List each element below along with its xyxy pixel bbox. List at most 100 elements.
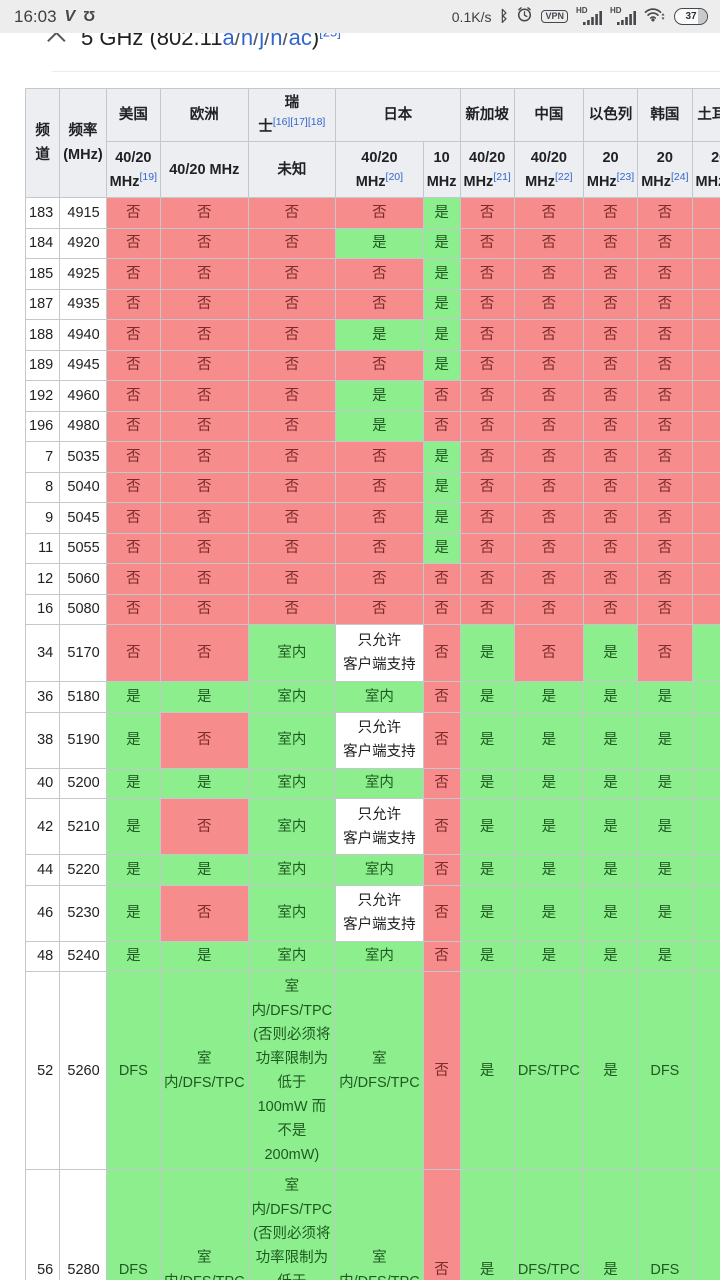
channel-cell: 46 [24,884,61,942]
table-cell: 否 [637,410,693,442]
table-cell: 否 [459,380,515,412]
table-cell: 是 [105,884,162,942]
table-row-channel-34: 34 5170 否否室内 只允许 客户端支持否是否是否 [24,624,720,682]
table-cell: 否 [459,502,515,534]
table-cell: 是 [513,798,584,855]
table-cell: 只允许 客户端支持 [335,711,424,769]
table-cell: 否 [335,502,424,534]
table-cell: 否 [422,563,461,595]
table-cell: 否 [335,471,424,503]
table-row-channel-196: 196 4980 否否否是否否否否否 [24,410,720,442]
table-cell: 否 [160,593,249,625]
table-cell: 否 [582,502,639,534]
table-cell: 是 [105,681,162,713]
table-cell: 室内 [247,798,337,855]
channel-cell: 188 [24,319,61,351]
table-cell: 是 [582,1169,639,1280]
standard-link-j[interactable]: j [259,25,265,50]
table-cell: 是 [637,884,693,942]
table-cell [691,767,720,799]
citation-ref[interactable]: [23] [616,170,635,183]
header-bandwidth-label: 未知 [277,161,307,178]
table-cell: 否 [513,532,584,564]
channel-cell: 9 [24,502,61,534]
frequency-cell: 5280 [59,1169,107,1280]
citation-ref[interactable]: [16][17][18] [272,116,326,129]
wlan-5ghz-channel-table: 频 道频率 (MHz) 美国 欧洲 瑞 士[16][17][18] 日本 新加坡 中国 以色列… [24,88,720,1280]
table-cell [691,441,720,473]
table-row-channel-183: 183 4915 否否否否是否否否否 [24,197,720,229]
table-cell: 否 [105,227,162,259]
frequency-cell: 4960 [59,380,107,412]
table-cell: 是 [459,711,515,769]
table-cell: 否 [105,532,162,564]
header-country: 土耳其 [691,88,720,142]
table-row-channel-189: 189 4945 否否否否是否否否否 [24,349,720,381]
table-cell: 否 [637,563,693,595]
table-cell: 是 [422,471,461,503]
table-row-channel-36: 36 5180 是是室内 室内否是是是是 [24,681,720,713]
header-bandwidth: 40/20 MHz[22] [513,141,584,198]
citation-ref[interactable]: [19] [139,170,157,183]
table-cell: 是 [335,380,424,412]
sim2-signal-icon: HD [610,7,636,26]
table-cell: 是 [582,767,639,799]
table-cell [691,319,720,351]
header-country-label: 以色列 [588,107,633,123]
table-cell: 否 [247,349,337,381]
table-cell: 是 [459,681,515,713]
table-cell: 室内 [335,854,424,886]
table-cell: 否 [422,884,461,942]
table-cell: 否 [513,288,584,320]
table-cell [691,854,720,886]
table-cell: 是 [160,940,249,972]
header-country-label: 韩国 [650,107,680,123]
channel-cell: 184 [24,227,61,259]
header-channel: 频 道 [24,88,61,198]
citation-ref[interactable]: [20] [385,170,404,183]
frequency-cell: 5045 [59,502,107,534]
table-cell: 是 [422,532,461,564]
collapse-chevron-icon[interactable] [47,31,66,50]
table-cell: 否 [247,502,337,534]
table-cell: 否 [459,593,515,625]
frequency-cell: 5200 [59,767,107,799]
table-cell: 否 [637,197,693,229]
table-cell: 否 [105,410,162,442]
frequency-cell: 5220 [59,854,107,886]
header-bandwidth: 40/20 MHz[20] [335,141,424,198]
header-bandwidth-label: 40/20 MHz [525,149,567,190]
table-cell: 是 [637,940,693,972]
table-cell: 否 [637,593,693,625]
table-cell: 只允许 客户端支持 [335,624,424,682]
header-bandwidth: 40/20 MHz[21] [459,141,515,198]
table-cell: 否 [160,380,249,412]
header-country-label: 瑞 士 [258,95,300,135]
table-container[interactable]: 频 道频率 (MHz) 美国 欧洲 瑞 士[16][17][18] 日本 新加坡 中国 以色列… [24,88,720,1280]
notification-app-icon: Ʊ [83,8,96,25]
table-cell: 是 [422,227,461,259]
citation-ref[interactable]: [21] [493,170,511,183]
table-cell: 室内 [247,624,337,682]
table-cell: 是 [422,502,461,534]
table-cell: 否 [160,197,249,229]
header-bandwidth: 20 MHz[23] [582,141,639,198]
table-cell: 否 [582,532,639,564]
table-cell: 否 [247,471,337,503]
citation-ref[interactable]: [24] [671,170,689,183]
table-cell: 否 [513,502,584,534]
table-cell: 否 [637,227,693,259]
citation-ref[interactable]: [22] [554,170,573,183]
table-cell: 室内 [335,940,424,972]
header-bandwidth-label: 20 MHz [641,149,673,190]
table-cell: 否 [582,563,639,595]
channel-cell: 192 [24,380,61,412]
table-row-channel-52: 52 5260 DFS 室 内/DFS/TPC 室 内/DFS/TPC (否则必须将 功… [24,971,720,1170]
table-cell: 否 [422,854,461,886]
table-cell [691,681,720,713]
table-cell: 是 [105,940,162,972]
table-cell: 是 [637,854,693,886]
channel-cell: 38 [24,711,61,769]
frequency-cell: 5035 [59,441,107,473]
